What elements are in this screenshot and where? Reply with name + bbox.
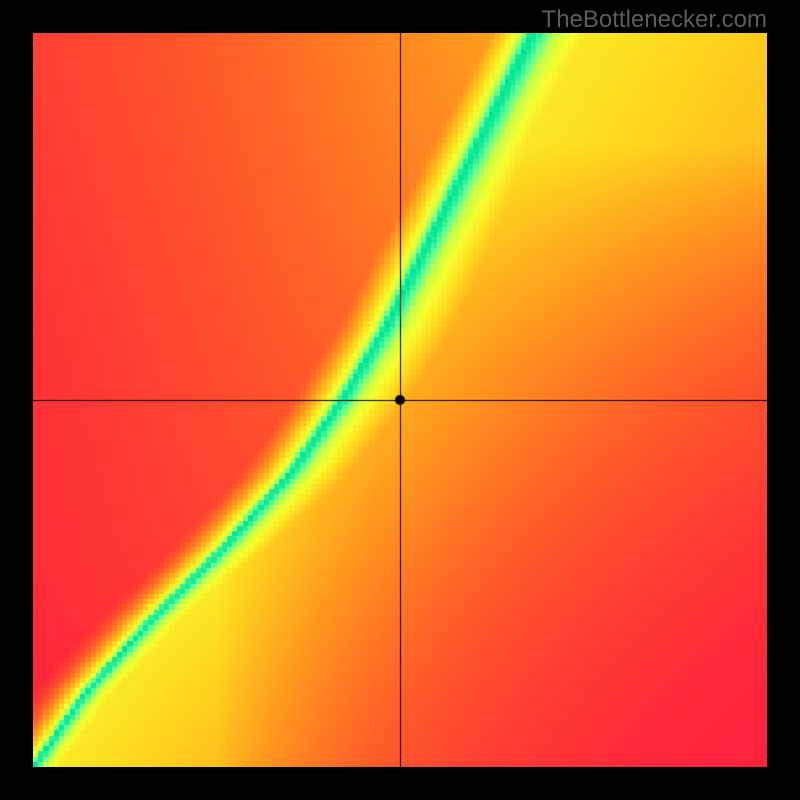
watermark-text: TheBottlenecker.com: [542, 6, 767, 34]
bottleneck-heatmap: [33, 33, 767, 767]
chart-container: { "canvas": { "width": 800, "height": 80…: [0, 0, 800, 800]
